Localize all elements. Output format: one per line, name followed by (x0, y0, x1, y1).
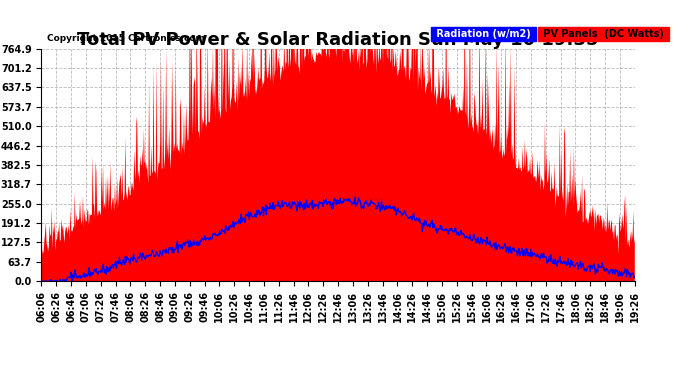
Text: Copyright 2015 Cartronics.com: Copyright 2015 Cartronics.com (48, 34, 205, 43)
Text: PV Panels  (DC Watts): PV Panels (DC Watts) (540, 28, 667, 39)
Text: Radiation (w/m2): Radiation (w/m2) (433, 28, 534, 39)
Title: Total PV Power & Solar Radiation Sun May 10 19:35: Total PV Power & Solar Radiation Sun May… (77, 31, 599, 49)
